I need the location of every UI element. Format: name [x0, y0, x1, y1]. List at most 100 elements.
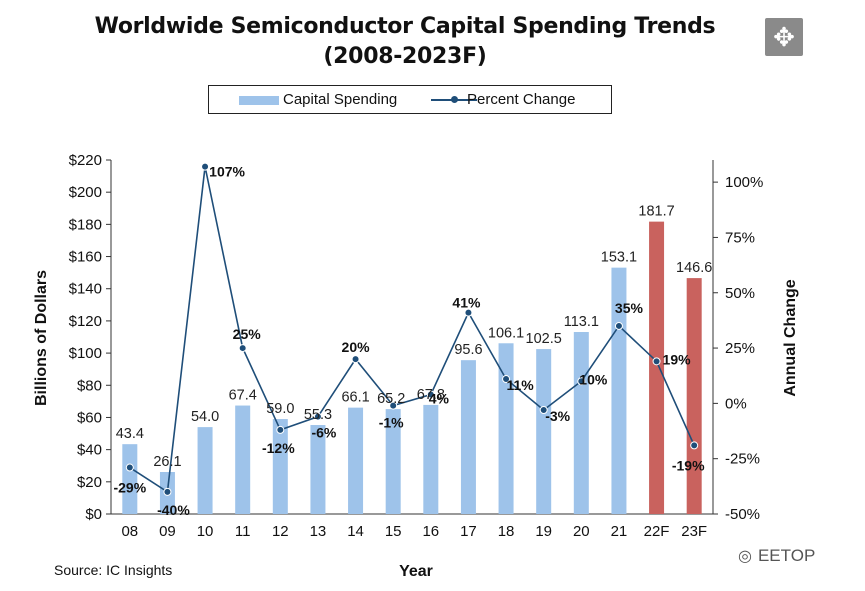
x-tick-label: 09	[159, 523, 176, 540]
percent-label: -40%	[157, 502, 190, 518]
bar-value-label: 106.1	[488, 325, 524, 341]
percent-label: -6%	[311, 425, 336, 441]
line-point	[125, 463, 134, 472]
bar	[348, 407, 364, 514]
y2-axis-title: Annual Change	[782, 279, 799, 396]
y2-tick-label: 50%	[725, 285, 755, 302]
y-tick-label: $20	[77, 474, 102, 491]
line-point	[276, 425, 285, 434]
bar	[649, 221, 665, 515]
x-tick-label: 23F	[681, 523, 707, 540]
bar	[498, 343, 514, 514]
bar-value-label: 102.5	[526, 331, 562, 347]
x-tick-label: 17	[460, 523, 477, 540]
line-point	[502, 375, 511, 384]
bar-value-label: 26.1	[153, 454, 181, 470]
x-tick-label: 15	[385, 523, 402, 540]
legend-label-percent-change: Percent Change	[467, 91, 576, 108]
y2-tick-label: 75%	[725, 229, 755, 246]
percent-label: 11%	[506, 377, 534, 393]
line-point	[690, 441, 699, 450]
bar-value-label: 95.6	[454, 342, 482, 358]
wechat-icon: ◎	[738, 548, 752, 565]
legend-marker-swatch	[451, 96, 458, 103]
x-tick-label: 12	[272, 523, 289, 540]
x-tick-label: 11	[235, 523, 251, 540]
bar-value-label: 67.4	[229, 388, 257, 404]
y2-tick-label: -50%	[725, 506, 760, 523]
x-tick-label: 21	[611, 523, 628, 540]
bar	[122, 444, 138, 514]
bar-value-label: 66.1	[341, 390, 369, 406]
x-tick-label: 13	[310, 523, 327, 540]
y2-tick-label: 100%	[725, 174, 763, 191]
percent-label: 25%	[233, 326, 262, 342]
percent-label: 20%	[342, 339, 371, 355]
percent-label: -3%	[545, 408, 570, 424]
bar-value-label: 65.2	[377, 391, 405, 407]
bar-value-label: 55.3	[304, 407, 332, 423]
y2-tick-label: -25%	[725, 451, 760, 468]
line-point	[389, 401, 398, 410]
x-tick-label: 14	[347, 523, 364, 540]
percent-label: 107%	[209, 164, 245, 180]
x-tick-label: 22F	[644, 523, 670, 540]
line-point	[577, 377, 586, 386]
y-tick-label: $60	[77, 409, 102, 426]
line-point	[313, 412, 322, 421]
bar-value-label: 146.6	[676, 260, 712, 276]
y-tick-label: $160	[69, 249, 102, 266]
y-tick-label: $80	[77, 377, 102, 394]
watermark-text: EETOP	[757, 546, 816, 565]
percent-label: 10%	[579, 371, 608, 387]
bar	[272, 419, 288, 514]
bar-value-label: 67.8	[417, 387, 445, 403]
line-point	[238, 344, 247, 353]
line-point	[614, 321, 623, 330]
percent-label: 35%	[615, 300, 644, 316]
y-tick-label: $40	[77, 442, 102, 459]
line-point	[201, 162, 210, 171]
legend-bar-swatch	[239, 96, 279, 105]
bar	[686, 278, 702, 514]
y-tick-label: $120	[69, 313, 102, 330]
y-tick-label: $0	[85, 506, 102, 523]
x-tick-label: 19	[535, 523, 552, 540]
x-tick-label: 08	[121, 523, 138, 540]
x-tick-label: 16	[422, 523, 439, 540]
y-tick-label: $140	[69, 281, 102, 298]
bar-value-label: 113.1	[564, 314, 599, 330]
percent-label: 19%	[663, 351, 692, 367]
bar	[460, 360, 476, 514]
legend-label-capital-spending: Capital Spending	[283, 91, 398, 108]
bar	[235, 405, 251, 514]
percent-label: -29%	[113, 480, 146, 496]
line-point	[163, 487, 172, 496]
bar	[536, 349, 552, 514]
chart-subtitle: (2008-2023F)	[323, 44, 487, 69]
line-point	[539, 406, 548, 415]
line-point	[464, 308, 473, 317]
move-arrows-icon[interactable]: ✥	[765, 18, 803, 56]
bar	[310, 425, 326, 514]
x-axis-title: Year	[399, 563, 433, 580]
y-tick-label: $180	[69, 216, 102, 233]
y-tick-label: $200	[69, 184, 102, 201]
y-axis-title: Billions of Dollars	[33, 270, 50, 406]
x-tick-label: 20	[573, 523, 590, 540]
watermark: ◎ EETOP	[738, 546, 815, 566]
bar-value-label: 59.0	[266, 401, 294, 417]
bar	[573, 332, 589, 514]
percent-label: 4%	[429, 391, 450, 407]
bar-value-label: 54.0	[191, 409, 219, 425]
bar	[385, 409, 401, 514]
percent-change-line	[129, 166, 695, 494]
y2-tick-label: 0%	[725, 395, 747, 412]
y-tick-label: $100	[69, 345, 102, 362]
bar-value-label: 43.4	[116, 426, 144, 442]
percent-label: -19%	[672, 457, 705, 473]
y2-tick-label: 25%	[725, 340, 755, 357]
bar-value-label: 153.1	[601, 250, 637, 266]
